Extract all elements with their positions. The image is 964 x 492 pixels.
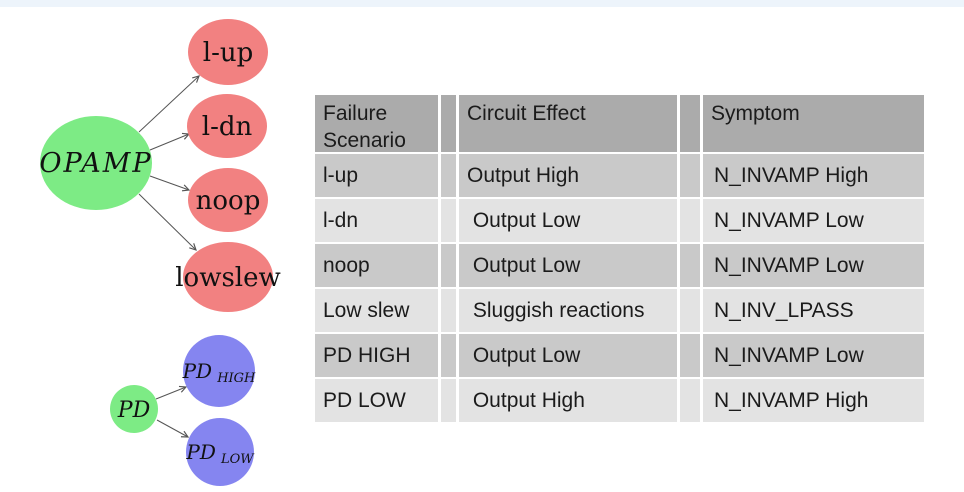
- node-pd-label: PD: [117, 398, 151, 423]
- edge-opamp-lowslew: [138, 193, 197, 251]
- cell-symptom: N_INVAMP Low: [703, 334, 924, 377]
- cell-spacer: [441, 154, 456, 197]
- node-pd-high: [183, 335, 255, 407]
- edge-opamp-noop: [149, 175, 191, 192]
- pd-low-base: PD: [185, 440, 216, 464]
- header-failure-scenario: Failure Scenario: [315, 95, 438, 152]
- cell-spacer: [441, 334, 456, 377]
- cell-scenario: l-dn: [315, 199, 438, 242]
- node-l-up: [188, 19, 268, 85]
- node-pd-low-label: PD LOW: [185, 440, 255, 467]
- cell-spacer: [680, 289, 700, 332]
- cell-spacer: [680, 334, 700, 377]
- cell-effect: Output Low: [459, 199, 677, 242]
- node-lowslew-label: lowslew: [175, 263, 281, 293]
- cell-spacer: [680, 154, 700, 197]
- pd-high-base: PD: [182, 359, 213, 383]
- edge-opamp-l-up: [138, 75, 200, 133]
- cell-scenario: noop: [315, 244, 438, 287]
- cell-symptom: N_INV_LPASS: [703, 289, 924, 332]
- node-pd-low: [186, 418, 254, 486]
- node-l-dn: [187, 94, 267, 158]
- cell-spacer: [680, 244, 700, 287]
- node-opamp-label: OPAMP: [39, 148, 152, 179]
- pd-low-sub: LOW: [220, 452, 255, 467]
- node-noop: [188, 168, 268, 232]
- pd-high-sub: HIGH: [216, 371, 256, 386]
- cell-scenario: l-up: [315, 154, 438, 197]
- edge-opamp-l-dn: [149, 132, 191, 151]
- cell-spacer: [680, 379, 700, 422]
- cell-spacer: [441, 244, 456, 287]
- header-circuit-effect: Circuit Effect: [459, 95, 677, 152]
- cell-effect: Output Low: [459, 244, 677, 287]
- node-opamp: [40, 116, 152, 210]
- cell-symptom: N_INVAMP High: [703, 154, 924, 197]
- cell-spacer: [441, 199, 456, 242]
- node-pd-high-label: PD HIGH: [182, 359, 256, 386]
- node-pd: [110, 385, 158, 433]
- cell-effect: Output High: [459, 379, 677, 422]
- cell-scenario: PD HIGH: [315, 334, 438, 377]
- node-l-dn-label: l-dn: [202, 112, 253, 142]
- header-symptom: Symptom: [703, 95, 924, 152]
- cell-scenario: PD LOW: [315, 379, 438, 422]
- cell-spacer: [441, 289, 456, 332]
- node-l-up-label: l-up: [203, 38, 254, 68]
- edge-pd-pdlow: [156, 419, 190, 438]
- node-noop-label: noop: [196, 186, 261, 216]
- cell-spacer: [441, 379, 456, 422]
- fault-tree-diagram: OPAMP l-up l-dn noop lowslew PD PD HIGH …: [39, 19, 281, 486]
- cell-effect: Sluggish reactions: [459, 289, 677, 332]
- cell-effect: Output High: [459, 154, 677, 197]
- node-lowslew: [183, 242, 273, 312]
- cell-scenario: Low slew: [315, 289, 438, 332]
- edge-pd-pdhigh: [155, 385, 188, 400]
- header-spacer-2: [680, 95, 700, 152]
- cell-symptom: N_INVAMP High: [703, 379, 924, 422]
- failure-scenario-table: Failure Scenario Circuit Effect Symptom …: [315, 95, 924, 422]
- header-spacer-1: [441, 95, 456, 152]
- cell-effect: Output Low: [459, 334, 677, 377]
- top-strip: [0, 0, 964, 7]
- cell-spacer: [680, 199, 700, 242]
- cell-symptom: N_INVAMP Low: [703, 244, 924, 287]
- cell-symptom: N_INVAMP Low: [703, 199, 924, 242]
